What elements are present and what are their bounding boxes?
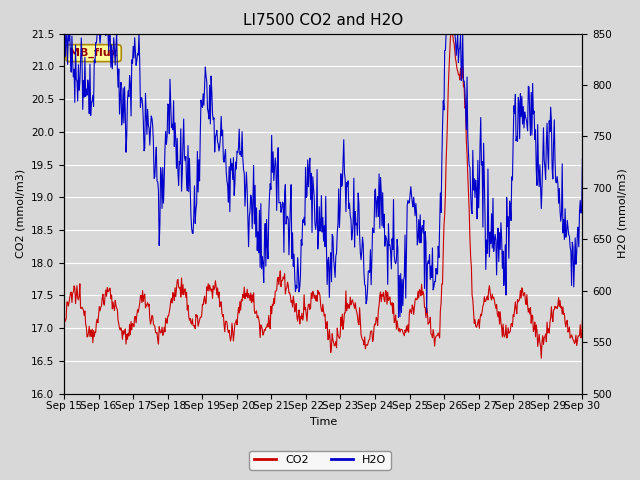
CO2 — [123, 332, 131, 337]
H2O — [579, 156, 586, 162]
Y-axis label: CO2 (mmol/m3): CO2 (mmol/m3) — [15, 169, 26, 258]
CO2 — [538, 355, 545, 361]
CO2 — [449, 31, 456, 36]
CO2 — [70, 289, 77, 295]
Legend: CO2, H2O: CO2, H2O — [250, 451, 390, 469]
H2O — [176, 161, 184, 167]
Y-axis label: H2O (mmol/m3): H2O (mmol/m3) — [618, 169, 627, 258]
Line: CO2: CO2 — [64, 34, 582, 358]
H2O — [204, 106, 211, 112]
Line: H2O: H2O — [64, 34, 582, 317]
H2O — [395, 314, 403, 320]
CO2 — [401, 327, 409, 333]
Text: MB_flux: MB_flux — [69, 48, 118, 58]
CO2 — [386, 294, 394, 300]
X-axis label: Time: Time — [310, 417, 337, 427]
H2O — [124, 97, 131, 103]
CO2 — [175, 285, 183, 291]
CO2 — [60, 323, 68, 328]
CO2 — [203, 284, 211, 290]
H2O — [61, 31, 68, 36]
H2O — [70, 66, 78, 72]
H2O — [387, 249, 394, 254]
CO2 — [579, 317, 586, 323]
H2O — [403, 252, 410, 257]
Title: LI7500 CO2 and H2O: LI7500 CO2 and H2O — [243, 13, 403, 28]
H2O — [60, 62, 68, 68]
